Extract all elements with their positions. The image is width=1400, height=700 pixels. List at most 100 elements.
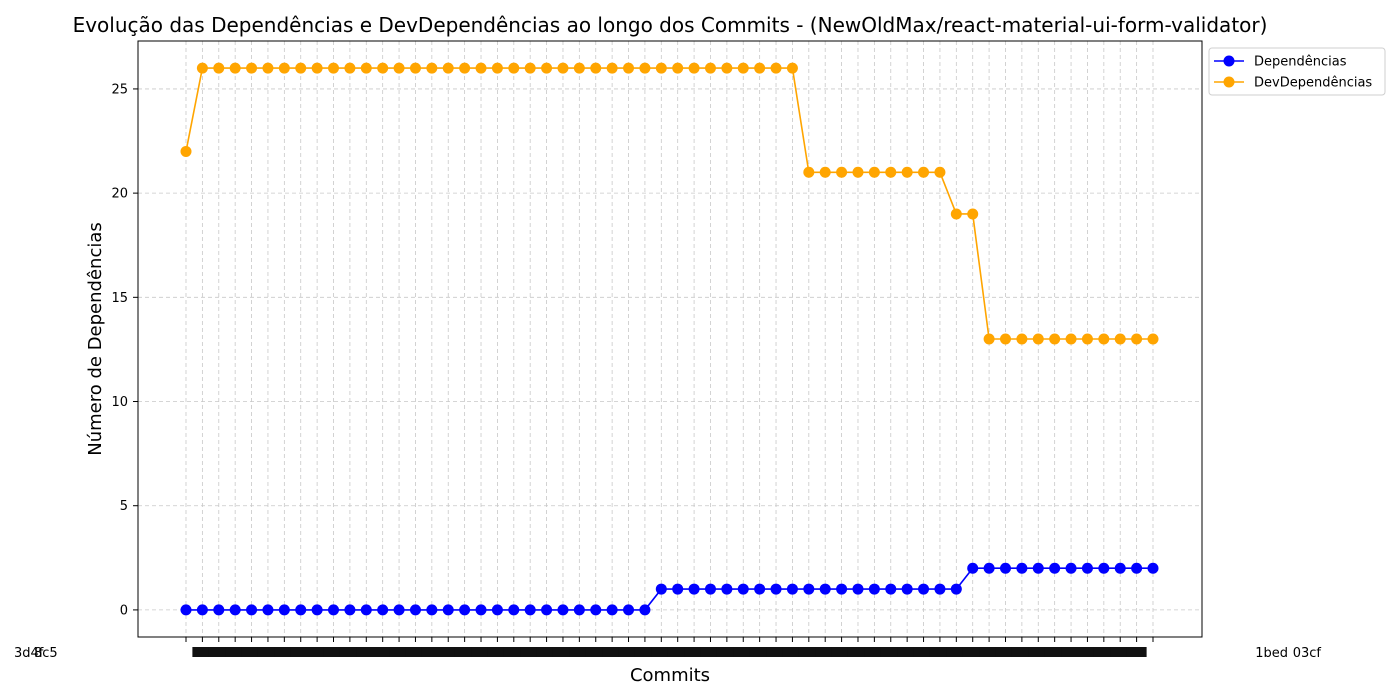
x-tick-label: 8c5 — [34, 646, 58, 661]
x-tick-label-overlap — [716, 647, 737, 657]
data-point — [1049, 333, 1061, 345]
x-tick-label-overlap — [454, 647, 475, 657]
data-point — [475, 604, 487, 616]
x-tick-label-overlap — [503, 647, 524, 657]
data-point — [623, 62, 635, 74]
data-point — [999, 562, 1011, 574]
data-point — [836, 166, 848, 178]
x-tick-label: 03cf — [1293, 646, 1322, 661]
data-point — [639, 604, 651, 616]
x-tick-label-overlap — [372, 647, 393, 657]
data-point — [491, 604, 503, 616]
x-tick-label-overlap — [962, 647, 983, 657]
data-point — [836, 583, 848, 595]
y-tick-label: 15 — [111, 291, 128, 306]
data-point — [672, 583, 684, 595]
data-point — [344, 604, 356, 616]
data-point — [180, 145, 192, 157]
legend-marker — [1223, 76, 1235, 88]
x-tick-label-overlap — [225, 647, 246, 657]
data-point — [328, 604, 340, 616]
data-point — [737, 583, 749, 595]
data-point — [508, 62, 520, 74]
series-layer — [180, 62, 1159, 616]
y-tick-label: 20 — [111, 187, 128, 202]
x-tick-label-overlap — [634, 647, 655, 657]
x-tick-label-overlap — [913, 647, 934, 657]
data-point — [1049, 562, 1061, 574]
plot-area — [137, 40, 1203, 638]
x-tick-label-overlap — [1011, 647, 1032, 657]
y-axis: 0 5 10 15 20 25 — [111, 82, 138, 618]
x-tick-label-overlap — [307, 647, 328, 657]
data-point — [377, 62, 389, 74]
x-tick-label-overlap — [192, 647, 213, 657]
data-point — [541, 62, 553, 74]
data-point — [1032, 333, 1044, 345]
series-2 — [180, 62, 1159, 345]
data-point — [491, 62, 503, 74]
data-point — [721, 62, 733, 74]
x-tick-label-overlap — [864, 647, 885, 657]
x-tick-label-overlap — [389, 647, 410, 657]
data-point — [918, 583, 930, 595]
data-point — [983, 562, 995, 574]
data-point — [786, 62, 798, 74]
x-tick-label-overlap — [356, 647, 377, 657]
x-tick-label-overlap — [782, 647, 803, 657]
x-tick-label-overlap — [1093, 647, 1114, 657]
data-point — [754, 62, 766, 74]
data-point — [1114, 333, 1126, 345]
data-point — [688, 583, 700, 595]
x-tick-label-overlap — [1126, 647, 1147, 657]
data-point — [426, 604, 438, 616]
data-point — [295, 604, 307, 616]
data-point — [999, 333, 1011, 345]
data-point — [311, 604, 323, 616]
data-point — [1016, 333, 1028, 345]
data-point — [885, 166, 897, 178]
data-point — [868, 166, 880, 178]
data-point — [475, 62, 487, 74]
data-point — [213, 62, 225, 74]
x-tick-label-overlap — [520, 647, 541, 657]
data-point — [1147, 562, 1159, 574]
x-tick-label-overlap — [749, 647, 770, 657]
x-tick-label-overlap — [421, 647, 442, 657]
data-point — [803, 583, 815, 595]
x-tick-label-overlap — [585, 647, 606, 657]
series-line — [185, 67, 1153, 340]
data-point — [590, 62, 602, 74]
x-axis-label: Commits — [630, 665, 710, 686]
x-tick-label-overlap — [831, 647, 852, 657]
x-tick-label-overlap — [979, 647, 1000, 657]
data-point — [278, 604, 290, 616]
data-point — [754, 583, 766, 595]
x-tick-label-overlap — [1028, 647, 1049, 657]
x-tick-label-overlap — [602, 647, 623, 657]
y-tick-label: 5 — [120, 499, 128, 514]
y-tick-label: 0 — [120, 603, 128, 618]
y-axis-label: Número de Dependências — [85, 222, 106, 456]
data-point — [901, 166, 913, 178]
data-point — [295, 62, 307, 74]
data-point — [180, 604, 192, 616]
x-tick-label-overlap — [733, 647, 754, 657]
data-point — [868, 583, 880, 595]
data-point — [590, 604, 602, 616]
x-tick-label-overlap — [700, 647, 721, 657]
x-tick-label-overlap — [618, 647, 639, 657]
data-point — [803, 166, 815, 178]
data-point — [524, 62, 536, 74]
legend-label: DevDependências — [1254, 76, 1372, 91]
x-tick-label-overlap — [798, 647, 819, 657]
data-point — [1065, 333, 1077, 345]
data-point — [1147, 333, 1159, 345]
legend-label: Dependências — [1254, 55, 1347, 70]
x-tick-label-overlap — [995, 647, 1016, 657]
legend: Dependências DevDependências — [1208, 47, 1386, 96]
data-point — [901, 583, 913, 595]
x-tick-label-overlap — [847, 647, 868, 657]
x-tick-label-overlap — [274, 647, 295, 657]
data-point — [885, 583, 897, 595]
